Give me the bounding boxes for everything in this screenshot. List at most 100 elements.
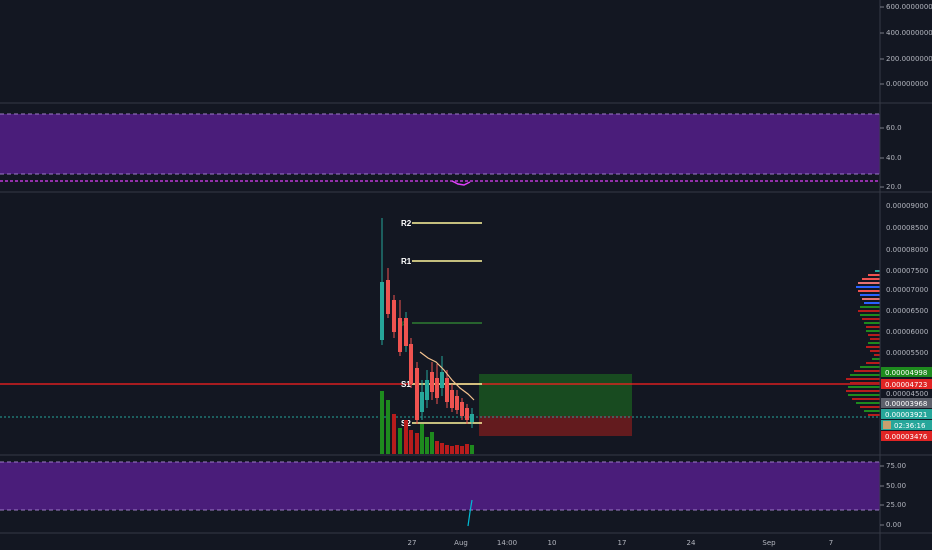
vp-bar (860, 366, 880, 368)
candle (386, 280, 390, 314)
candle (460, 402, 464, 416)
volume-bar (455, 445, 459, 454)
axis-label: 50.00 (886, 482, 906, 490)
volume-bar (398, 428, 402, 454)
time-label: 17 (618, 539, 627, 547)
axis-label: 400.00000000 (886, 29, 932, 37)
vp-bar (864, 410, 880, 412)
time-label: 27 (408, 539, 417, 547)
price-tag-stop-loss[interactable] (881, 431, 932, 441)
vp-bar (860, 406, 880, 408)
axis-label: 0.00000000 (886, 80, 928, 88)
time-label: 24 (687, 539, 696, 547)
time-label: 10 (548, 539, 557, 547)
candle (420, 392, 424, 412)
axis-label: 75.00 (886, 462, 906, 470)
volume-bar (420, 424, 424, 454)
volume-bar (404, 420, 408, 454)
candle (380, 282, 384, 340)
oscillator-pane (0, 461, 880, 527)
axis-label: 200.00000000 (886, 55, 932, 63)
vp-bar (864, 302, 880, 304)
candle (415, 368, 419, 420)
vp-bar (862, 298, 880, 300)
candle (392, 300, 396, 332)
price-tag-text: 0.00004998 (885, 369, 927, 377)
axis-label: 25.00 (886, 501, 906, 509)
vp-bar (868, 342, 880, 344)
vp-bar (856, 286, 880, 288)
oscillator-pane-axis[interactable]: 75.00 50.00 25.00 0.00 (880, 462, 906, 529)
time-label: 7 (829, 539, 833, 547)
vp-bar (866, 346, 880, 348)
volume-bar (392, 414, 396, 454)
price-tag-text: 0.00004723 (885, 381, 927, 389)
vp-bar (862, 278, 880, 280)
candle (445, 378, 449, 402)
volume-bar (425, 437, 429, 454)
candle (450, 390, 454, 408)
price-tag-take-profit[interactable] (881, 367, 932, 377)
vp-bar (870, 338, 880, 340)
pivot-r1-label: R1 (401, 257, 412, 266)
axis-label: 600.00000000 (886, 3, 932, 11)
volume-bar (445, 445, 449, 454)
vp-bar (850, 382, 880, 384)
vp-bar (872, 358, 880, 360)
volume-bar (440, 443, 444, 454)
candles (380, 218, 474, 428)
vp-bar (864, 322, 880, 324)
candle (465, 408, 469, 420)
loss-zone[interactable] (479, 416, 632, 436)
vp-bar (856, 402, 880, 404)
price-pane-axis[interactable]: 0.00009000 0.00008500 0.00008000 0.00007… (881, 202, 932, 441)
vp-bar (874, 354, 880, 356)
volume-profile (846, 270, 880, 416)
price-tag-last[interactable] (881, 409, 932, 419)
vp-bar (862, 318, 880, 320)
pivot-r2-label: R2 (401, 219, 412, 228)
candle (455, 396, 459, 410)
oscillator-band (0, 462, 880, 510)
vp-bar (846, 390, 880, 392)
axis-label: 20.0 (886, 183, 902, 191)
volume-bar (380, 391, 384, 454)
axis-label: 0.00007500 (886, 267, 928, 275)
vp-bar (868, 274, 880, 276)
axis-label: 0.00008000 (886, 246, 928, 254)
bar-countdown-tag (881, 420, 932, 430)
time-label: Aug (454, 539, 468, 547)
rsi-band (0, 114, 880, 174)
vp-bar (858, 310, 880, 312)
price-tag-entry[interactable] (881, 398, 932, 408)
time-label: 14:00 (497, 539, 517, 547)
volume-bar (465, 444, 469, 454)
axis-label: 60.0 (886, 124, 902, 132)
top-pane-axis[interactable]: 600.00000000 400.00000000 200.00000000 0… (880, 3, 932, 88)
candle (435, 378, 439, 398)
vp-bar (846, 378, 880, 380)
axis-label: 0.00009000 (886, 202, 928, 210)
candle (398, 318, 402, 352)
volume-bar (450, 446, 454, 454)
vp-bar (860, 294, 880, 296)
vp-bar (866, 326, 880, 328)
candle (470, 414, 474, 422)
price-pane: R2 R1 P S1 S2 (0, 218, 880, 454)
volume-bar (409, 430, 413, 454)
rsi-pane-axis[interactable]: 60.0 40.0 20.0 (880, 124, 902, 191)
vp-bar (858, 290, 880, 292)
time-axis[interactable]: 27 Aug 14:00 10 17 24 Sep 7 (408, 539, 834, 547)
volume-bars (380, 391, 474, 454)
time-label: Sep (762, 539, 776, 547)
price-tag-resistance[interactable] (881, 379, 932, 389)
vp-bar (850, 374, 880, 376)
vp-bar (866, 362, 880, 364)
volume-bar (460, 446, 464, 454)
candle (409, 344, 413, 384)
axis-label: 0.00008500 (886, 224, 928, 232)
profit-zone[interactable] (479, 374, 632, 416)
pivot-s1-label: S1 (401, 380, 411, 389)
vp-bar (866, 330, 880, 332)
